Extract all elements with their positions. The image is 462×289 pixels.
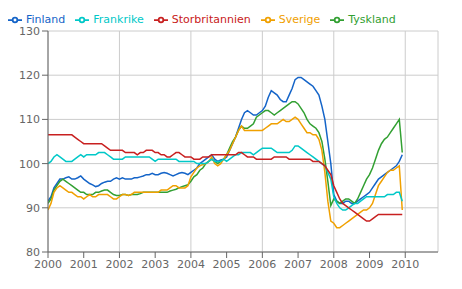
svg-text:80: 80 xyxy=(26,246,40,259)
svg-text:2007: 2007 xyxy=(284,258,312,271)
svg-text:2000: 2000 xyxy=(34,258,62,271)
svg-text:120: 120 xyxy=(19,69,40,82)
html-text:Tyskland: Tyskland xyxy=(348,13,396,26)
svg-text:2005: 2005 xyxy=(213,258,241,271)
svg-text:2009: 2009 xyxy=(356,258,384,271)
svg-text:2010: 2010 xyxy=(391,258,419,271)
svg-text:2002: 2002 xyxy=(105,258,133,271)
svg-text:130: 130 xyxy=(19,25,40,38)
svg-text:100: 100 xyxy=(19,158,40,171)
svg-text:2006: 2006 xyxy=(248,258,276,271)
svg-text:2003: 2003 xyxy=(141,258,169,271)
svg-text:110: 110 xyxy=(19,113,40,126)
svg-text:90: 90 xyxy=(26,202,40,215)
svg-text:2004: 2004 xyxy=(177,258,205,271)
html-text:Finland: Finland xyxy=(26,13,66,26)
html-text:Frankrike: Frankrike xyxy=(93,13,144,26)
svg-text:2001: 2001 xyxy=(70,258,98,271)
html-text:Storbritannien: Storbritannien xyxy=(171,13,251,26)
svg-text:2008: 2008 xyxy=(320,258,348,271)
html-text:Sverige: Sverige xyxy=(278,13,321,26)
